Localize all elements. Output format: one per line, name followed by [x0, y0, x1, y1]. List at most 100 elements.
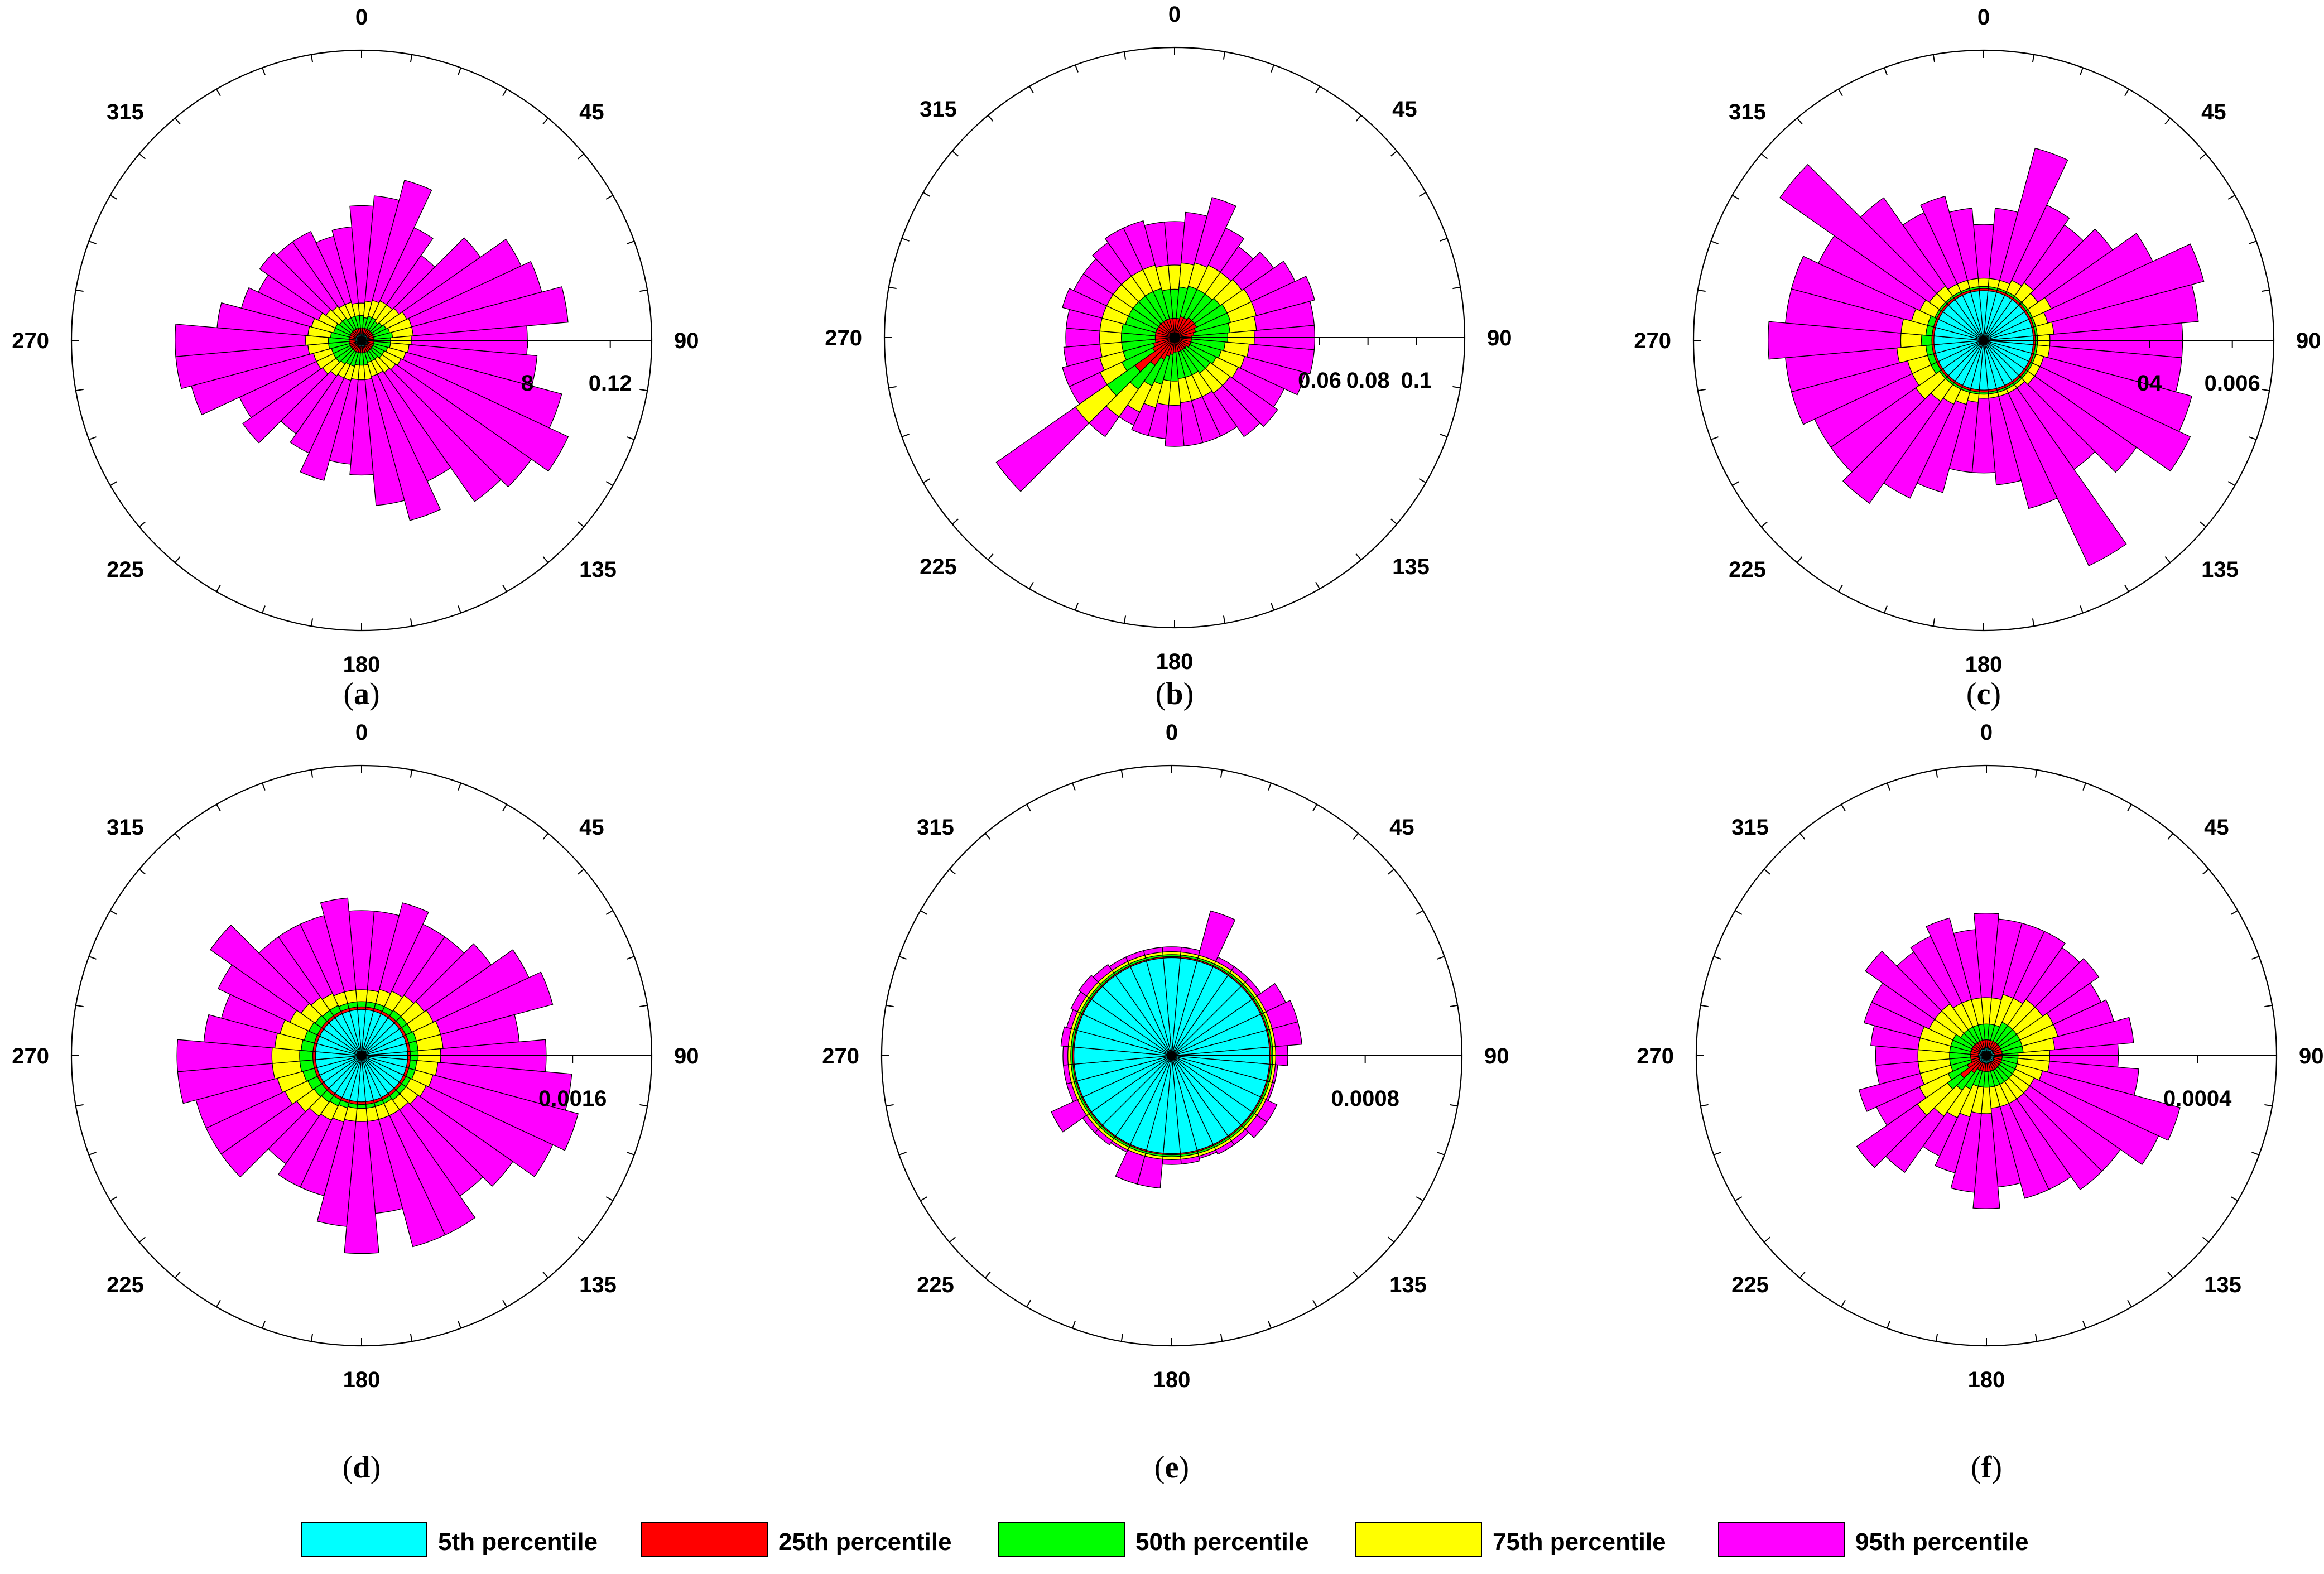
wedge-p25-240	[1152, 337, 1175, 352]
ring-tick-mark	[1123, 51, 1127, 60]
direction-label-180: 180	[1965, 652, 2003, 677]
direction-label-315: 315	[1729, 100, 1766, 124]
ring-tick-mark	[952, 150, 959, 157]
panel-label-f: (f)	[1971, 1450, 2002, 1485]
ring-tick-mark	[2167, 1271, 2174, 1278]
ring-tick-mark	[2032, 54, 2035, 62]
ring-tick-mark	[1390, 518, 1397, 525]
ring-tick-mark	[1355, 553, 1362, 560]
wedge-p25-230	[1134, 337, 1175, 373]
ring-tick-mark	[1315, 581, 1320, 589]
legend-item-1: 5th percentile	[301, 1522, 598, 1557]
direction-label-270: 270	[822, 1044, 859, 1068]
direction-label-315: 315	[920, 97, 957, 122]
ring-tick-mark	[262, 605, 266, 613]
ring-tick-mark	[1841, 1299, 1846, 1307]
ring-tick-mark	[577, 521, 584, 528]
ring-tick-mark	[1887, 1321, 1890, 1328]
ring-tick-mark	[2124, 89, 2129, 97]
ring-tick-mark	[627, 956, 634, 960]
radial-tick-label: 0.0004	[2163, 1086, 2232, 1111]
direction-label-225: 225	[107, 1273, 144, 1297]
ring-tick-mark	[1072, 783, 1076, 791]
ring-tick-mark	[949, 1236, 956, 1243]
ring-tick-mark	[216, 89, 221, 97]
legend-label: 25th percentile	[778, 1528, 952, 1556]
wedge-p25-230	[1960, 1055, 1987, 1079]
ring-tick-mark	[1841, 804, 1846, 812]
ring-tick-mark	[410, 54, 413, 62]
direction-label-180: 180	[1153, 1368, 1191, 1392]
direction-label-45: 45	[1392, 97, 1417, 122]
ring-tick-mark	[139, 868, 146, 875]
direction-label-180: 180	[343, 1368, 381, 1392]
panel-label-d: (d)	[343, 1450, 381, 1485]
direction-label-45: 45	[1389, 815, 1414, 840]
direction-label-225: 225	[1731, 1273, 1769, 1297]
ring-tick-mark	[2262, 388, 2270, 392]
ring-tick-mark	[902, 434, 910, 437]
ring-tick-mark	[1935, 1334, 1938, 1342]
ring-tick-mark	[1838, 584, 1843, 592]
wedge-p95-130	[361, 340, 532, 488]
ring-tick-mark	[1761, 521, 1768, 528]
ring-tick-mark	[2227, 195, 2235, 200]
ring-tick-mark	[1450, 1104, 1458, 1107]
ring-tick-mark	[1120, 1334, 1124, 1342]
radial-tick-label: 04	[2137, 371, 2162, 396]
ring-tick-mark	[75, 388, 84, 392]
ring-tick-mark	[502, 89, 507, 97]
series-5th-percentile	[315, 1009, 408, 1103]
ring-tick-mark	[987, 115, 994, 122]
panel-label-a: (a)	[343, 677, 379, 711]
wedge-p5-350	[1970, 290, 1984, 341]
direction-label-45: 45	[2201, 100, 2226, 124]
wedge-p95-270	[1768, 321, 1984, 360]
ring-tick-mark	[1799, 1271, 1806, 1278]
ring-tick-mark	[2199, 153, 2206, 160]
direction-label-135: 135	[2201, 557, 2239, 582]
ring-tick-mark	[174, 1271, 181, 1278]
ring-tick-mark	[1120, 769, 1124, 778]
ring-tick-mark	[1796, 118, 1803, 125]
panel-b: 0.06 0.08 0.1 0 45 90 135 180 225 270 315 (b)	[825, 2, 1512, 711]
series-5th-percentile	[355, 334, 368, 347]
ring-tick-mark	[458, 783, 461, 791]
ring-tick-mark	[2127, 804, 2132, 812]
ring-tick-mark	[502, 804, 507, 812]
ring-tick-mark	[1268, 1321, 1272, 1328]
ring-tick-mark	[1735, 1196, 1743, 1201]
ring-tick-mark	[2164, 118, 2171, 125]
ring-tick-mark	[1123, 615, 1127, 624]
ring-tick-mark	[110, 1196, 118, 1201]
series-5th-percentile	[1933, 290, 2034, 391]
ring-tick-mark	[1029, 86, 1034, 94]
direction-label-135: 135	[2204, 1273, 2241, 1297]
ring-tick-mark	[262, 783, 266, 791]
direction-label-270: 270	[825, 326, 862, 350]
ring-tick-mark	[2082, 1321, 2086, 1328]
ring-tick-mark	[1732, 481, 1740, 486]
ring-tick-mark	[1932, 618, 1936, 627]
ring-tick-mark	[1355, 115, 1362, 122]
ring-tick-mark	[1796, 556, 1803, 563]
ring-tick-mark	[2230, 1196, 2238, 1201]
ring-tick-mark	[1220, 1334, 1223, 1342]
legend-swatch	[998, 1522, 1125, 1557]
ring-tick-mark	[952, 518, 959, 525]
wedge-p95-270	[176, 1039, 362, 1072]
direction-label-135: 135	[579, 1273, 617, 1297]
legend-item-5: 95th percentile	[1718, 1522, 2029, 1557]
ring-tick-mark	[2251, 1152, 2259, 1156]
ring-tick-mark	[2264, 1104, 2273, 1107]
ring-tick-mark	[1271, 603, 1274, 610]
direction-label-45: 45	[579, 815, 604, 840]
ring-tick-mark	[1315, 86, 1320, 94]
direction-label-270: 270	[1634, 329, 1671, 353]
wedge-p25-70	[1174, 328, 1196, 338]
ring-tick-mark	[1072, 1321, 1076, 1328]
direction-label-270: 270	[1637, 1044, 1674, 1068]
ring-tick-mark	[139, 521, 146, 528]
ring-tick-mark	[984, 833, 991, 840]
